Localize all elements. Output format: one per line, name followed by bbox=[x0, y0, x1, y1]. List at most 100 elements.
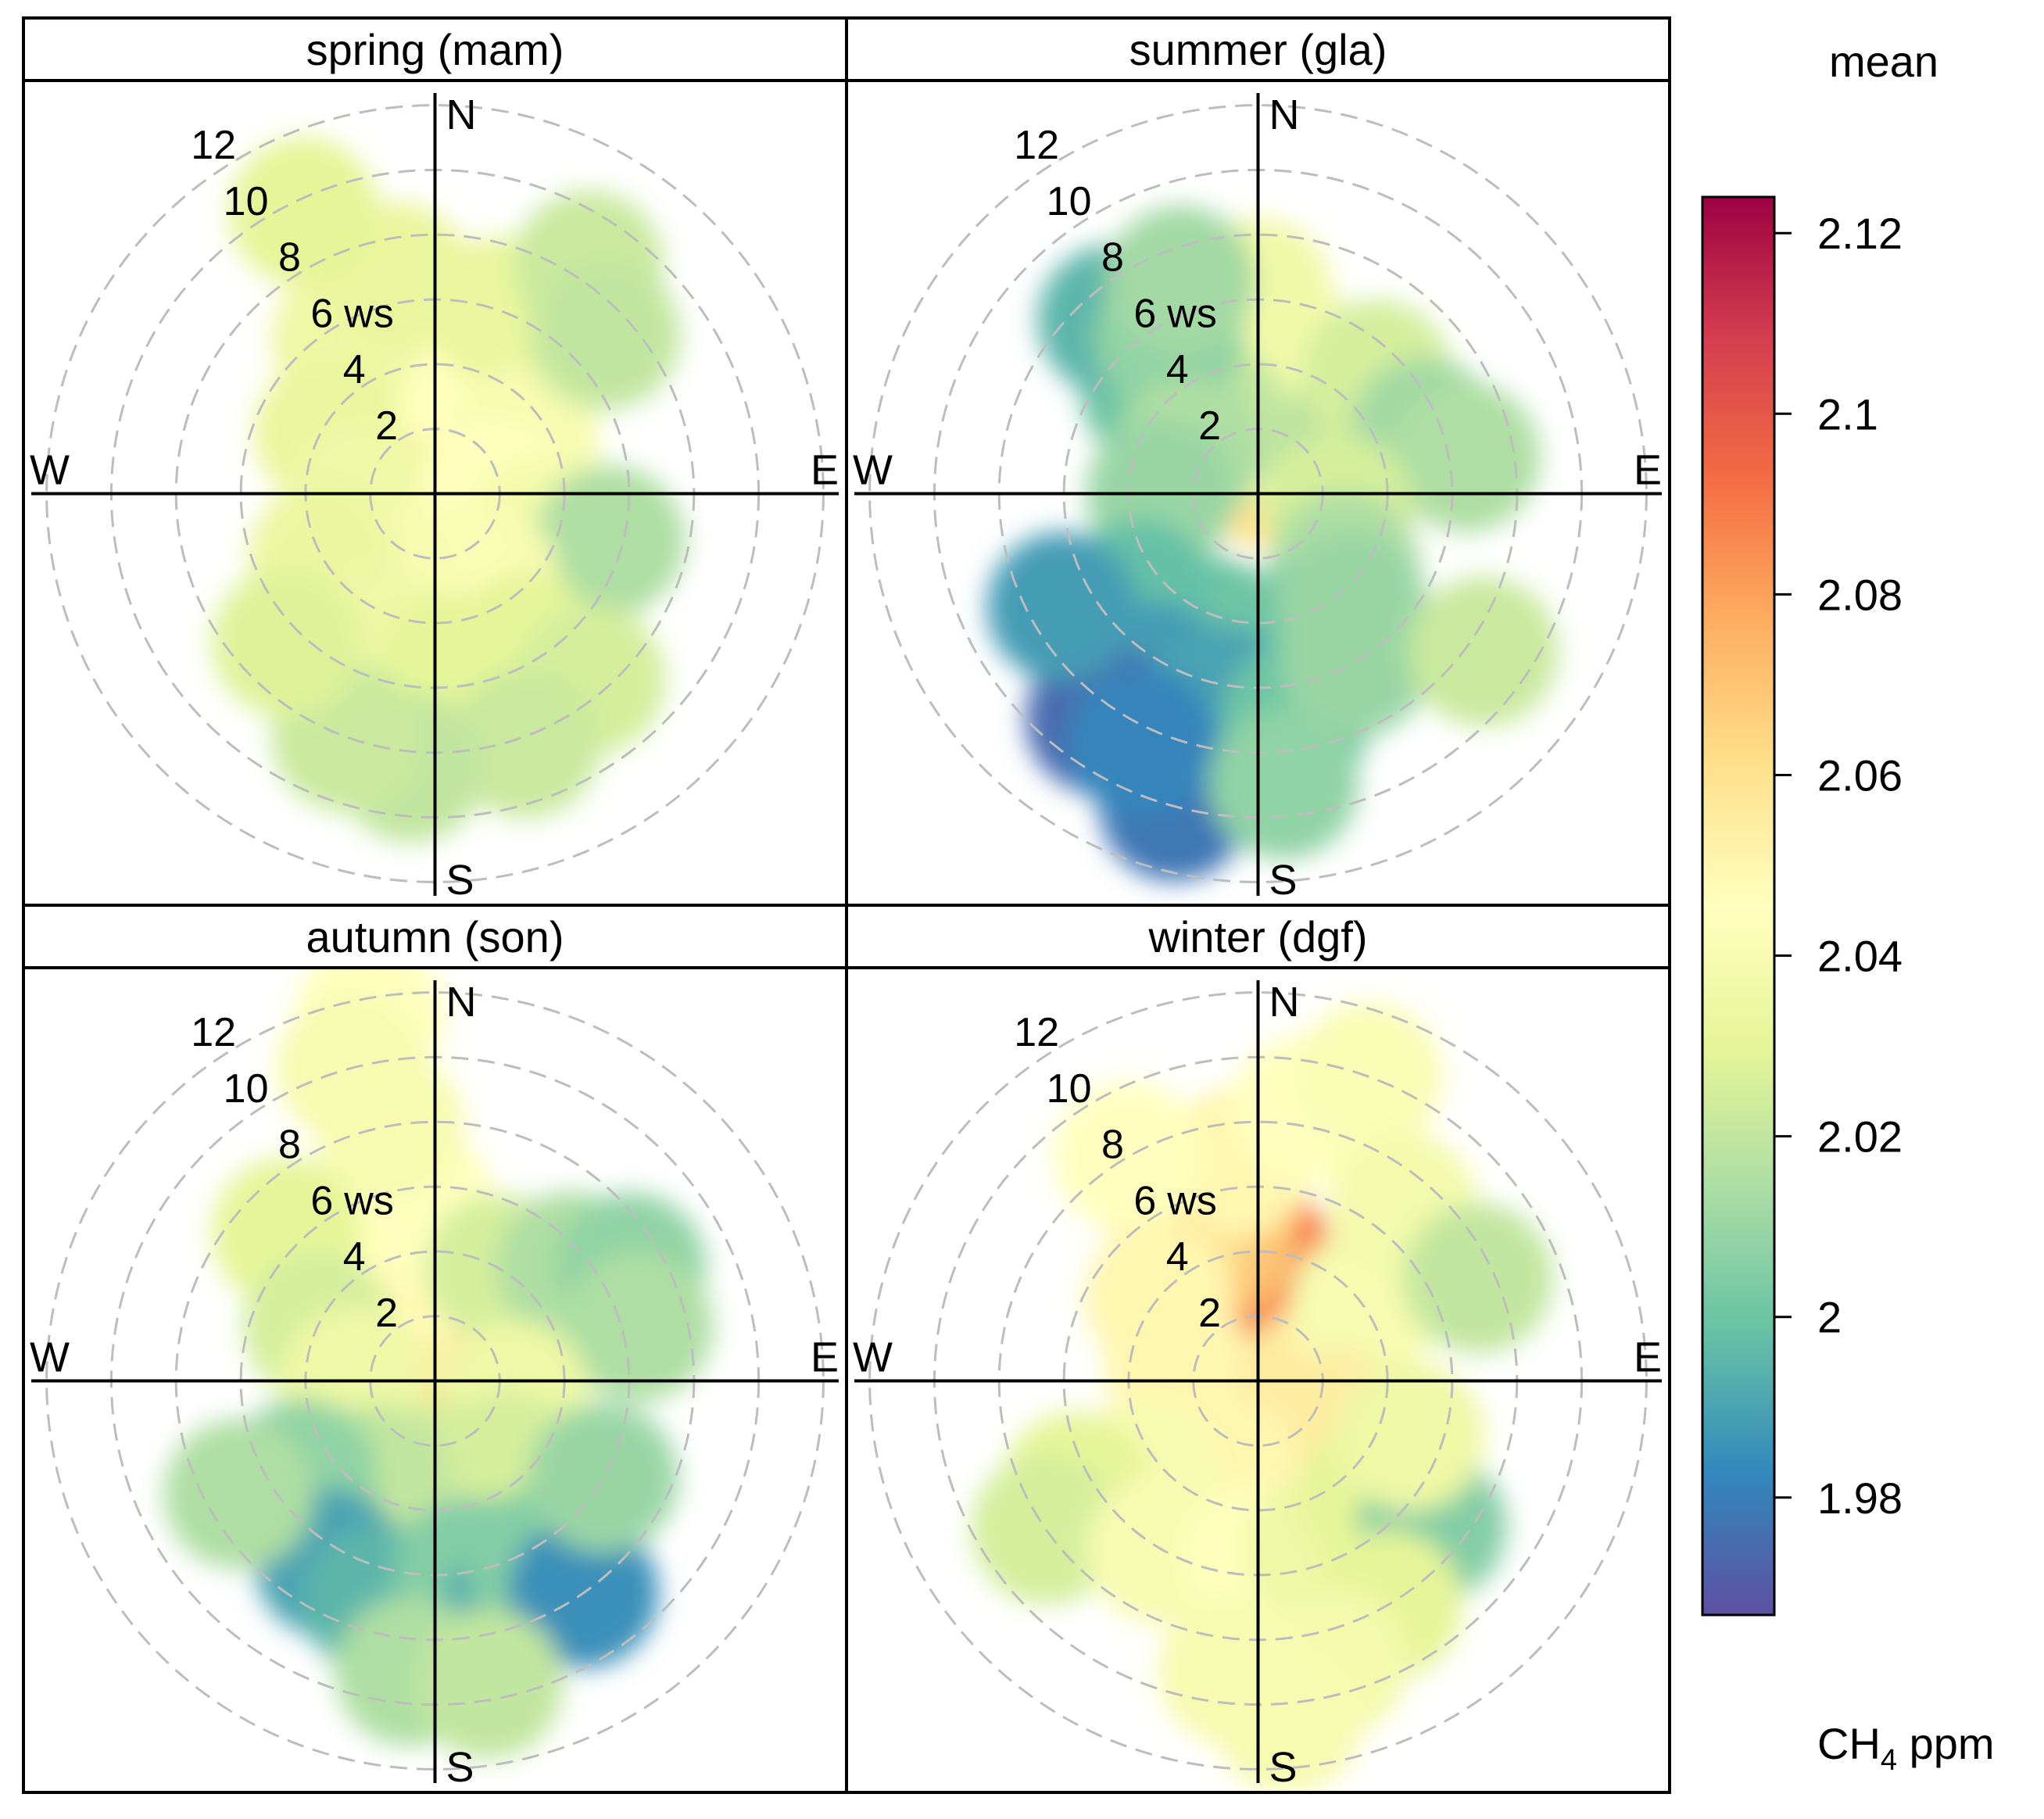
ws-tick-label: 8 bbox=[1101, 1123, 1124, 1168]
ws-tick-label: 8 bbox=[278, 1123, 301, 1168]
panel-border bbox=[845, 904, 1671, 1794]
ws-tick-label: 2 bbox=[375, 1291, 398, 1336]
colorbar-legend: mean 2.12 2.1 2.08 2.06 2.04 2.02 2 1.98 CH4 pp… bbox=[1701, 37, 1995, 1777]
surface-blob bbox=[211, 567, 362, 718]
colorbar-tick-label: 2 bbox=[1817, 1293, 1842, 1342]
ws-tick-label: 4 bbox=[1166, 347, 1189, 392]
ws-tick-label: 6 bbox=[1133, 291, 1156, 336]
direction-s: S bbox=[1269, 857, 1298, 904]
direction-s: S bbox=[446, 857, 474, 904]
legend-unit-sub: 4 bbox=[1881, 1744, 1897, 1777]
panel-strip bbox=[23, 18, 847, 81]
colorbar bbox=[1701, 195, 1776, 1617]
ws-tick-label: 12 bbox=[191, 1010, 236, 1055]
panel-plot bbox=[854, 980, 1662, 1792]
ws-tick-label: 10 bbox=[1047, 1066, 1092, 1112]
surface-blob bbox=[1053, 1081, 1204, 1232]
surface-blob bbox=[413, 1608, 564, 1759]
ws-tick-label: 10 bbox=[1047, 179, 1092, 224]
ws-tick-label: 6 bbox=[310, 291, 333, 336]
panel-3: autumn (son) N S W E 246 ws 810 12 bbox=[22, 904, 848, 1794]
surface-blob bbox=[563, 1251, 714, 1402]
direction-e: E bbox=[1634, 1334, 1662, 1381]
panel-title: autumn (son) bbox=[306, 912, 564, 961]
panel-surface bbox=[163, 968, 714, 1759]
colorbar-tick-label: 2.1 bbox=[1817, 389, 1878, 439]
colorbar-tick-label: 2.02 bbox=[1817, 1112, 1903, 1162]
ws-tick-label: 10 bbox=[224, 179, 269, 224]
panel-plot bbox=[31, 968, 839, 1783]
surface-blob bbox=[450, 668, 601, 818]
surface-blob bbox=[1276, 530, 1427, 681]
ws-tick-label: 4 bbox=[1166, 1234, 1189, 1280]
legend-title: mean bbox=[1829, 37, 1938, 86]
ws-tick-label: 2 bbox=[1198, 1291, 1221, 1336]
ws-tick-label: 6 bbox=[1133, 1178, 1156, 1223]
ws-tick-label: 8 bbox=[1101, 235, 1124, 281]
colorbar-tick-label: 2.08 bbox=[1817, 570, 1903, 619]
surface-blob bbox=[1403, 1203, 1553, 1354]
direction-e: E bbox=[811, 1334, 839, 1381]
surface-blob bbox=[1208, 708, 1358, 859]
surface-blob bbox=[1066, 668, 1217, 818]
ws-tick-label: 8 bbox=[278, 235, 301, 281]
ws-tick-label: 4 bbox=[343, 1234, 366, 1280]
ws-tick-label: 10 bbox=[224, 1066, 269, 1112]
direction-n: N bbox=[1269, 979, 1300, 1026]
direction-s: S bbox=[446, 1744, 474, 1791]
panel-2: summer (gla) N S W E 246 ws 810 12 bbox=[845, 16, 1671, 907]
surface-blob bbox=[1105, 206, 1256, 356]
surface-blob bbox=[535, 465, 686, 616]
colorbar-ticks: 2.12 2.1 2.08 2.06 2.04 2.02 2 1.98 bbox=[1774, 209, 1903, 1523]
panel-title: spring (mam) bbox=[306, 25, 564, 74]
direction-w: W bbox=[853, 1334, 893, 1381]
surface-blob bbox=[530, 260, 681, 410]
direction-s: S bbox=[1269, 1744, 1298, 1791]
surface-blob bbox=[228, 137, 379, 288]
legend-unit: CH4 ppm bbox=[1817, 1719, 1995, 1777]
ws-tick-label: 6 bbox=[310, 1178, 333, 1223]
panel-plot bbox=[854, 93, 1662, 896]
direction-e: E bbox=[1634, 447, 1662, 494]
ws-tick-label: 12 bbox=[191, 123, 236, 168]
panel-plot bbox=[31, 93, 839, 896]
surface-blob bbox=[1335, 1361, 1485, 1512]
colorbar-tick-label: 2.04 bbox=[1817, 932, 1903, 981]
legend-unit-prefix: CH bbox=[1817, 1719, 1881, 1768]
ws-axis-label: ws bbox=[343, 291, 394, 336]
surface-blob bbox=[163, 1419, 314, 1570]
surface-blob bbox=[1158, 1595, 1308, 1746]
ws-tick-label: 4 bbox=[343, 347, 366, 392]
panel-strip bbox=[23, 905, 847, 968]
legend-unit-suffix: ppm bbox=[1897, 1719, 1995, 1768]
ws-tick-label: 2 bbox=[1198, 403, 1221, 449]
direction-n: N bbox=[1269, 91, 1300, 138]
panel-1: spring (mam) N S W E 246 ws 810 12 bbox=[22, 16, 848, 907]
ws-axis-label: ws bbox=[343, 1178, 394, 1223]
direction-n: N bbox=[446, 979, 477, 1026]
ws-tick-label: 12 bbox=[1014, 123, 1059, 168]
surface-blob bbox=[986, 532, 1137, 682]
ws-tick-label: 2 bbox=[375, 403, 398, 449]
direction-e: E bbox=[811, 447, 839, 494]
surface-blob bbox=[528, 1402, 678, 1553]
panel-surface bbox=[986, 206, 1559, 882]
panel-4: winter (dgf) N S W E 246 ws 810 12 bbox=[845, 904, 1671, 1794]
panel-surface bbox=[971, 1001, 1553, 1792]
colorbar-tick-label: 2.06 bbox=[1817, 750, 1903, 800]
panel-title: summer (gla) bbox=[1129, 25, 1387, 74]
ws-axis-label: ws bbox=[1166, 1178, 1217, 1223]
ws-tick-label: 12 bbox=[1014, 1010, 1059, 1055]
surface-blob bbox=[1390, 381, 1541, 532]
panel-title: winter (dgf) bbox=[1147, 912, 1367, 961]
surface-blob bbox=[1408, 576, 1559, 727]
direction-w: W bbox=[30, 447, 70, 494]
panel-strip bbox=[847, 905, 1670, 968]
direction-w: W bbox=[853, 447, 893, 494]
direction-n: N bbox=[446, 91, 477, 138]
panel-strip bbox=[847, 18, 1670, 81]
colorbar-tick-label: 1.98 bbox=[1817, 1473, 1903, 1523]
direction-w: W bbox=[30, 1334, 70, 1381]
